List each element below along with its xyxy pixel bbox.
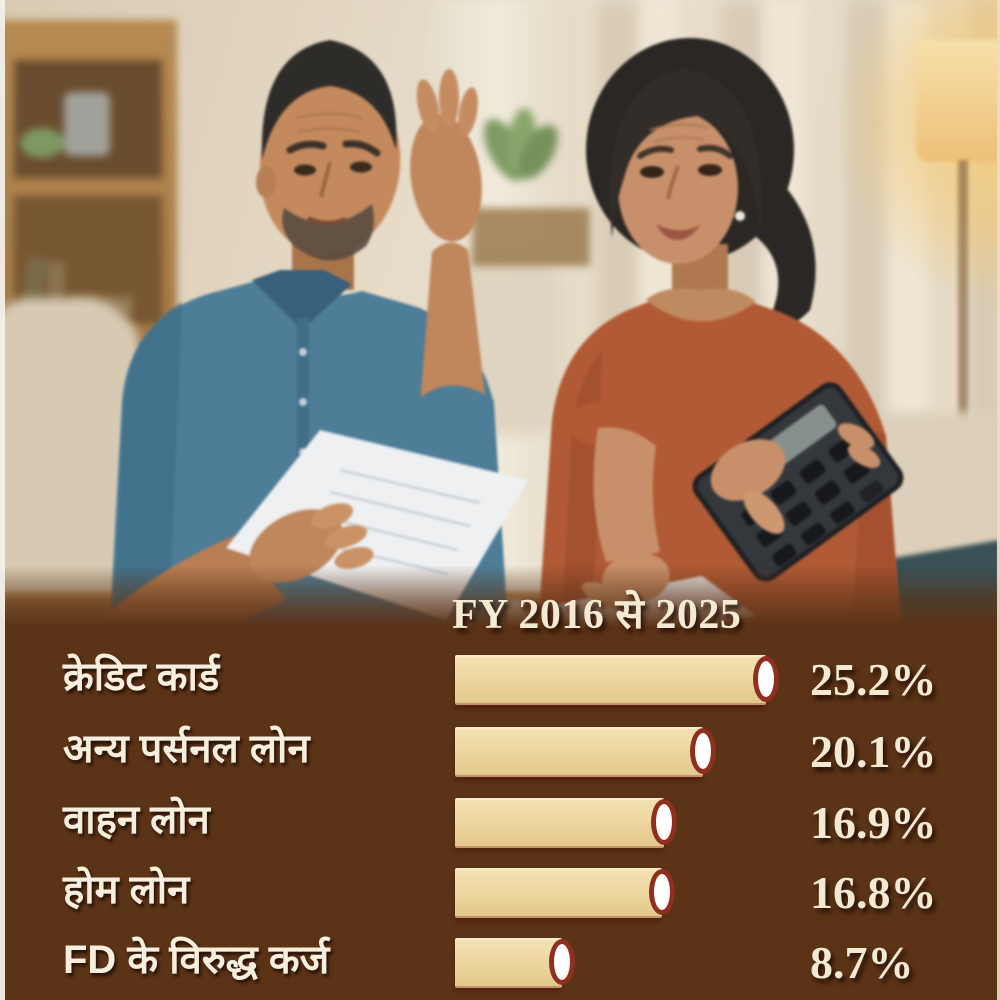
right-frame-edge: [997, 0, 1000, 1000]
chart-row: क्रेडिट कार्ड 25.2%: [0, 654, 1000, 705]
row-value: 16.9%: [810, 797, 937, 848]
row-label: FD के विरुद्ध कर्ज: [63, 938, 330, 982]
row-value: 25.2%: [810, 654, 937, 705]
row-value: 16.8%: [810, 867, 937, 918]
man-hair: [261, 40, 397, 160]
bar: [455, 655, 779, 705]
woman-hair-front: [610, 68, 762, 238]
bar: [455, 868, 675, 918]
woman-hand-on-calculator: [710, 439, 786, 501]
bar: [455, 798, 677, 848]
bar-end-cap-icon: [753, 656, 779, 702]
chart-title: FY 2016 से 2025: [452, 592, 742, 638]
bar: [455, 938, 575, 988]
potted-plant: [472, 108, 590, 266]
chart-panel: [0, 565, 1000, 1000]
man-raised-forearm: [418, 242, 488, 435]
chart-row: वाहन लोन 16.9%: [0, 797, 1000, 848]
man-collar: [252, 270, 352, 330]
man-beard: [282, 204, 374, 261]
man-hand-on-temple: [410, 114, 482, 242]
row-label: वाहन लोन: [63, 798, 210, 842]
vase: [64, 92, 110, 156]
row-label: होम लोन: [63, 868, 190, 912]
bar-end-cap-icon: [649, 869, 675, 915]
bar: [455, 727, 716, 777]
bar-end-cap-icon: [549, 939, 575, 985]
shelf-plant: [20, 128, 64, 158]
row-label: अन्य पर्सनल लोन: [63, 727, 310, 771]
row-value: 8.7%: [810, 937, 914, 988]
woman-lips: [656, 224, 700, 240]
woman-pointing-arm: [593, 427, 660, 562]
row-value: 20.1%: [810, 726, 937, 777]
row-label: क्रेडिट कार्ड: [63, 655, 220, 699]
bar-end-cap-icon: [651, 799, 677, 845]
left-frame-edge: [0, 0, 5, 1000]
earring: [735, 211, 745, 221]
floor-lamp: [916, 40, 1000, 162]
chart-row: होम लोन 16.8%: [0, 867, 1000, 918]
chart-row: FD के विरुद्ध कर्ज 8.7%: [0, 937, 1000, 988]
chart-row: अन्य पर्सनल लोन 20.1%: [0, 726, 1000, 777]
photo-worried-couple: [0, 0, 1000, 660]
bar-end-cap-icon: [690, 728, 716, 774]
lamp-pole: [958, 160, 968, 472]
